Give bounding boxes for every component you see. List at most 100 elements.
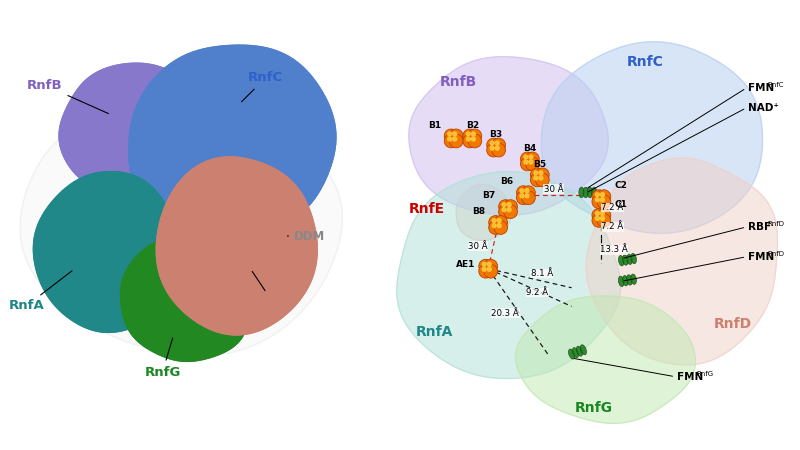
Circle shape: [592, 213, 606, 227]
Text: RnfE: RnfE: [409, 202, 445, 216]
Circle shape: [594, 192, 600, 198]
Circle shape: [470, 136, 476, 142]
Ellipse shape: [569, 349, 574, 359]
Text: AE1: AE1: [456, 260, 475, 269]
Text: RnfD: RnfD: [767, 221, 784, 227]
Polygon shape: [34, 171, 183, 333]
Circle shape: [450, 134, 463, 148]
Circle shape: [450, 129, 463, 143]
Circle shape: [490, 145, 495, 151]
Text: B7: B7: [482, 191, 495, 200]
Polygon shape: [542, 42, 762, 234]
Circle shape: [533, 170, 538, 176]
Circle shape: [486, 261, 492, 267]
Circle shape: [490, 140, 495, 146]
Text: B5: B5: [534, 160, 546, 169]
Text: B6: B6: [500, 177, 514, 186]
Text: 7.2 Å: 7.2 Å: [602, 222, 624, 231]
Circle shape: [538, 176, 543, 180]
Circle shape: [497, 218, 502, 223]
Circle shape: [468, 134, 482, 148]
Ellipse shape: [583, 187, 588, 198]
Text: 30 Å: 30 Å: [469, 242, 488, 251]
Text: 8.1 Å: 8.1 Å: [530, 269, 553, 278]
Circle shape: [452, 131, 458, 137]
Circle shape: [466, 131, 471, 137]
Text: C1: C1: [614, 200, 627, 209]
Circle shape: [468, 129, 482, 143]
Circle shape: [592, 208, 606, 222]
Ellipse shape: [573, 348, 578, 358]
Circle shape: [597, 190, 610, 203]
Text: RnfG: RnfG: [696, 370, 714, 377]
Circle shape: [519, 188, 525, 194]
Polygon shape: [409, 57, 608, 215]
Text: RnfG: RnfG: [574, 400, 613, 415]
Ellipse shape: [576, 346, 582, 356]
Circle shape: [502, 202, 506, 207]
Circle shape: [521, 152, 534, 166]
Circle shape: [447, 131, 452, 137]
Ellipse shape: [626, 254, 632, 265]
Text: 9.2 Å: 9.2 Å: [526, 288, 548, 297]
Polygon shape: [156, 157, 318, 335]
Text: NAD⁺: NAD⁺: [748, 103, 779, 113]
Circle shape: [594, 216, 600, 221]
Text: RnfB: RnfB: [440, 75, 477, 89]
Circle shape: [484, 264, 498, 278]
Circle shape: [530, 168, 544, 182]
Circle shape: [494, 220, 507, 234]
Circle shape: [452, 136, 458, 142]
Text: RnfD: RnfD: [767, 251, 784, 256]
Circle shape: [492, 143, 506, 157]
Polygon shape: [456, 184, 511, 241]
Circle shape: [486, 138, 501, 152]
Circle shape: [519, 193, 525, 198]
Text: 20.3 Å: 20.3 Å: [491, 309, 519, 318]
Circle shape: [447, 136, 452, 142]
Text: RBF: RBF: [748, 222, 771, 232]
Circle shape: [600, 197, 605, 202]
Ellipse shape: [618, 276, 624, 287]
Text: FMN: FMN: [678, 372, 703, 382]
Text: FMN: FMN: [748, 83, 774, 93]
Circle shape: [489, 216, 502, 230]
Circle shape: [597, 208, 610, 222]
Ellipse shape: [631, 253, 636, 264]
Circle shape: [489, 220, 502, 234]
Circle shape: [517, 186, 530, 199]
Ellipse shape: [622, 275, 628, 286]
Circle shape: [484, 259, 498, 273]
Ellipse shape: [591, 187, 597, 198]
Polygon shape: [397, 171, 621, 378]
Circle shape: [506, 207, 512, 212]
Circle shape: [535, 173, 550, 187]
Ellipse shape: [580, 345, 586, 355]
Polygon shape: [515, 296, 695, 423]
Circle shape: [498, 205, 512, 219]
Circle shape: [533, 176, 538, 180]
Circle shape: [526, 157, 539, 171]
Circle shape: [523, 159, 529, 165]
Circle shape: [526, 152, 539, 166]
Circle shape: [528, 154, 534, 160]
Text: B2: B2: [466, 121, 479, 130]
Ellipse shape: [622, 255, 628, 265]
Circle shape: [522, 186, 535, 199]
Text: 13.3 Å: 13.3 Å: [600, 245, 628, 254]
Ellipse shape: [626, 275, 632, 285]
Circle shape: [597, 195, 610, 209]
Circle shape: [478, 264, 493, 278]
Text: RnfA: RnfA: [9, 271, 72, 312]
Circle shape: [600, 211, 605, 216]
Circle shape: [521, 157, 534, 171]
Text: 30 Å: 30 Å: [544, 185, 563, 194]
Circle shape: [535, 168, 550, 182]
Text: RnfD: RnfD: [252, 271, 291, 309]
Circle shape: [594, 211, 600, 216]
Circle shape: [522, 191, 535, 205]
Circle shape: [600, 192, 605, 198]
Circle shape: [492, 138, 506, 152]
Circle shape: [482, 261, 487, 267]
Text: B8: B8: [472, 207, 486, 216]
